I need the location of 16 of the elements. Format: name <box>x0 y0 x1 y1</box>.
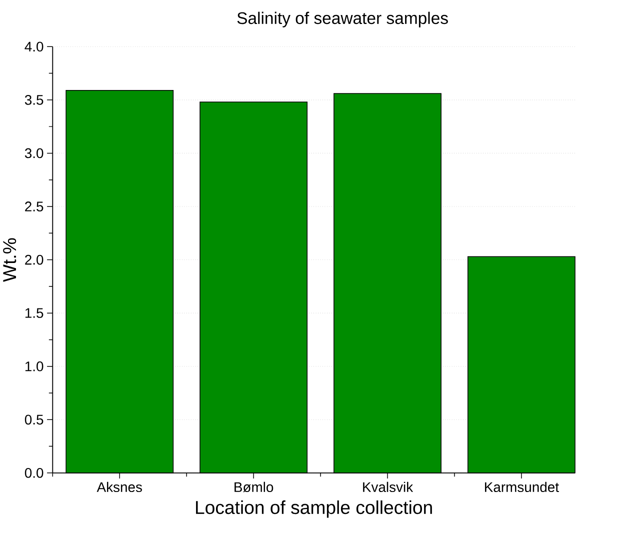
y-tick-label: 0.0 <box>24 468 44 478</box>
y-axis-title: Wt.% <box>3 238 16 282</box>
chart-title: Salinity of seawater samples <box>237 12 448 28</box>
y-tick-label: 1.5 <box>25 308 44 318</box>
x-tick-label: Aksnes <box>96 482 142 492</box>
y-tick-label: 3.0 <box>24 148 44 158</box>
y-tick-label: 1.0 <box>25 362 44 372</box>
y-tick-label: 2.5 <box>25 202 44 212</box>
x-tick-label: Bømlo <box>234 482 274 492</box>
x-tick-label: Karmsundet <box>485 482 559 492</box>
y-tick-label: 0.5 <box>24 414 44 425</box>
y-tick-label: 3.5 <box>24 95 44 106</box>
y-tick-label: 4.0 <box>24 42 44 52</box>
x-axis-title: Location of sample collection <box>196 500 432 518</box>
y-tick-label: 2.0 <box>25 255 44 265</box>
x-tick-label: Kvalsvik <box>363 482 414 492</box>
